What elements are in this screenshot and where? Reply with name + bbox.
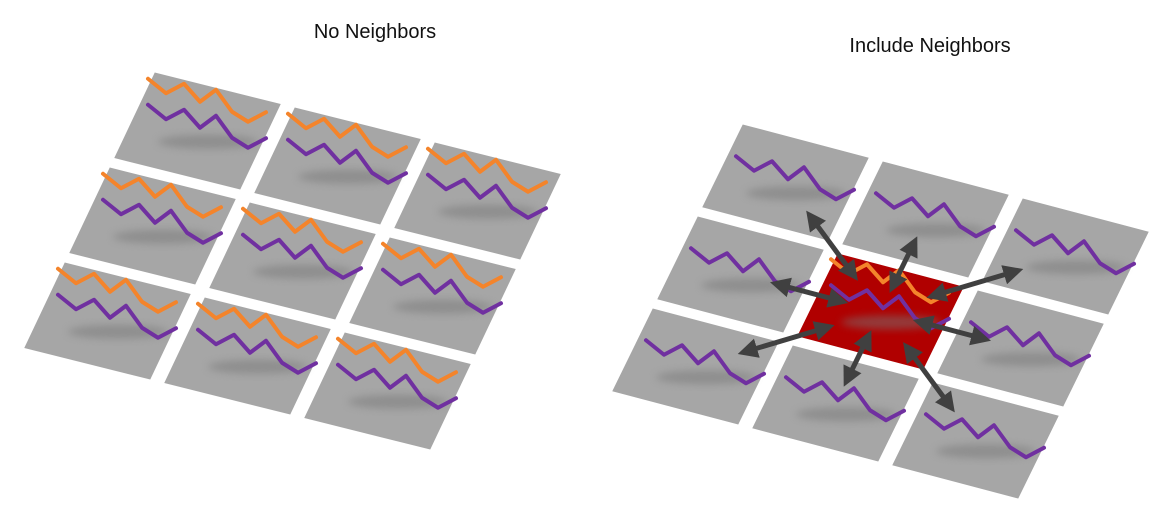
tile [254, 107, 421, 225]
tile [209, 202, 376, 320]
orange-series [381, 241, 503, 289]
purple-series [874, 191, 996, 239]
neighbor-arrow [806, 210, 858, 281]
orange-series [286, 111, 408, 159]
left-grid [24, 72, 561, 450]
right-grid [612, 124, 1149, 499]
center-tile [797, 253, 964, 370]
purple-series [924, 412, 1046, 460]
orange-series [146, 76, 268, 124]
orange-series [336, 336, 458, 384]
orange-series [196, 301, 318, 349]
orange-series [241, 206, 363, 254]
neighbor-arrow [912, 315, 991, 346]
purple-series [381, 267, 503, 315]
tile [394, 142, 561, 260]
tile [937, 290, 1104, 407]
purple-series [336, 362, 458, 410]
orange-series [101, 171, 223, 219]
purple-series [969, 320, 1091, 368]
left-title: No Neighbors [314, 21, 436, 43]
neighbor-arrow [926, 265, 1024, 302]
right-title: Include Neighbors [849, 35, 1010, 57]
purple-series [241, 232, 363, 280]
tile [304, 332, 471, 450]
tile [892, 382, 1059, 499]
tile [349, 237, 516, 355]
tile [114, 72, 281, 190]
neighbor-arrow [770, 277, 849, 308]
purple-series [1014, 228, 1136, 276]
purple-series [56, 292, 178, 340]
purple-series [101, 197, 223, 245]
purple-series [196, 327, 318, 375]
tile [842, 161, 1009, 278]
tile [612, 308, 779, 425]
tile [982, 198, 1149, 315]
neighbor-arrow [843, 330, 872, 387]
orange-series [56, 266, 178, 314]
tile [164, 297, 331, 415]
neighbor-arrow [903, 342, 955, 413]
purple-series [286, 137, 408, 185]
purple-series [146, 102, 268, 150]
purple-series [644, 338, 766, 386]
purple-series [426, 172, 548, 220]
orange-series [426, 146, 548, 194]
neighbor-arrow [737, 321, 835, 358]
tile [69, 167, 236, 285]
purple-series [784, 375, 906, 423]
tile [24, 262, 191, 380]
tile [702, 124, 869, 241]
neighbor-arrow [889, 236, 918, 293]
tile [752, 345, 919, 462]
purple-series [734, 154, 856, 202]
tile [657, 216, 824, 333]
